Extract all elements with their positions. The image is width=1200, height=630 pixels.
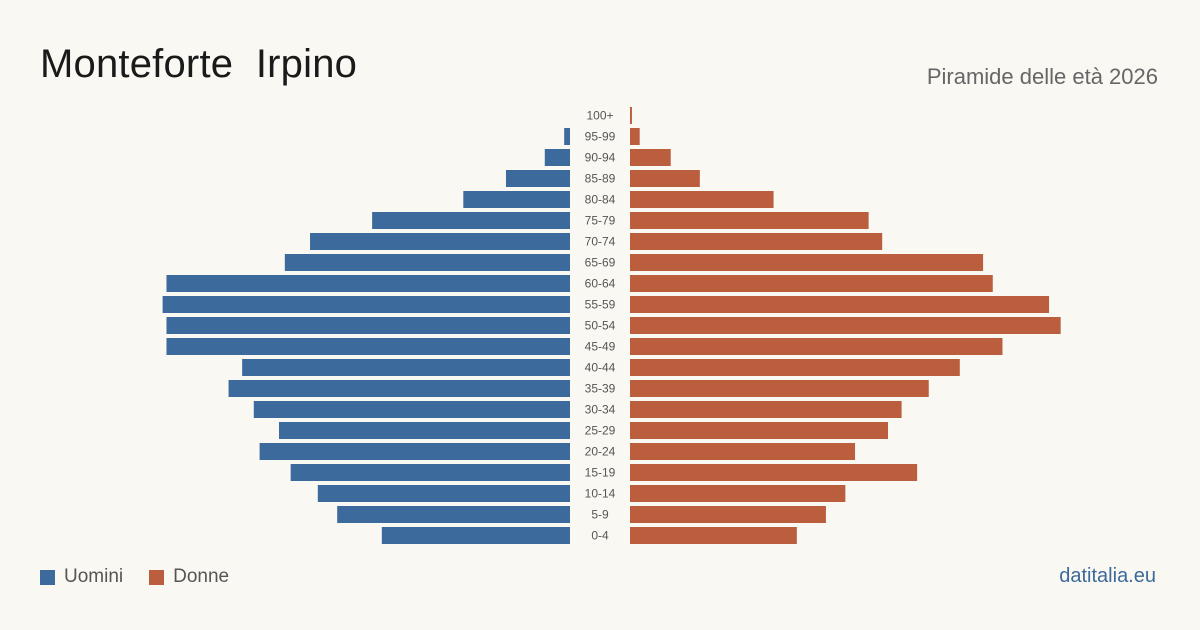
age-label-55-59: 55-59 — [585, 298, 616, 312]
bar-men-75-79 — [372, 212, 570, 229]
age-label-90-94: 90-94 — [585, 151, 616, 165]
legend-label-men: Uomini — [64, 566, 124, 587]
bar-men-65-69 — [284, 254, 570, 271]
legend-swatch-men — [40, 569, 55, 585]
bar-women-35-39 — [630, 380, 929, 397]
bar-men-80-84 — [463, 191, 570, 208]
bar-men-40-44 — [242, 359, 570, 376]
bar-women-85-89 — [630, 170, 700, 187]
bar-women-25-29 — [630, 422, 889, 439]
bar-women-45-49 — [630, 338, 1003, 355]
bar-women-75-79 — [630, 212, 869, 229]
bar-women-55-59 — [630, 296, 1050, 313]
bar-men-60-64 — [166, 275, 571, 292]
bar-women-100+ — [630, 107, 632, 124]
bar-women-30-34 — [630, 401, 902, 418]
bar-women-10-14 — [630, 485, 846, 502]
age-label-15-19: 15-19 — [585, 466, 616, 480]
bar-men-85-89 — [505, 170, 570, 187]
age-label-85-89: 85-89 — [585, 172, 616, 186]
bar-women-15-19 — [630, 464, 918, 481]
bar-men-25-29 — [279, 422, 570, 439]
legend-label-women: Donne — [173, 566, 230, 587]
age-label-60-64: 60-64 — [585, 277, 616, 291]
legend-item-men: Uomini — [40, 566, 123, 588]
bar-women-5-9 — [630, 506, 826, 523]
bar-men-95-99 — [564, 128, 570, 145]
age-label-5-9: 5-9 — [591, 508, 609, 522]
age-label-10-14: 10-14 — [585, 487, 616, 501]
age-label-25-29: 25-29 — [585, 424, 616, 438]
bar-women-90-94 — [630, 149, 671, 166]
age-label-100+: 100+ — [586, 109, 613, 123]
bar-men-10-14 — [317, 485, 570, 502]
age-label-45-49: 45-49 — [585, 340, 616, 354]
chart-title: Monteforte Irpino — [40, 42, 358, 86]
legend-swatch-women — [149, 569, 165, 585]
bar-men-20-24 — [259, 443, 570, 460]
bar-women-70-74 — [630, 233, 883, 250]
bar-men-45-49 — [166, 338, 571, 355]
age-label-40-44: 40-44 — [585, 361, 616, 375]
bar-women-0-4 — [630, 527, 797, 544]
bar-women-65-69 — [630, 254, 984, 271]
age-label-50-54: 50-54 — [585, 319, 616, 333]
age-label-0-4: 0-4 — [591, 529, 609, 543]
legend: Uomini Donne — [40, 566, 255, 588]
bar-men-50-54 — [166, 317, 571, 334]
bar-men-0-4 — [381, 527, 570, 544]
bar-women-60-64 — [630, 275, 993, 292]
bar-men-5-9 — [337, 506, 570, 523]
bar-men-90-94 — [544, 149, 570, 166]
bar-women-20-24 — [630, 443, 856, 460]
age-label-95-99: 95-99 — [585, 130, 616, 144]
bar-women-50-54 — [630, 317, 1061, 334]
bar-men-30-34 — [253, 401, 570, 418]
age-label-80-84: 80-84 — [585, 193, 616, 207]
legend-item-women: Donne — [149, 566, 229, 588]
bar-women-40-44 — [630, 359, 960, 376]
age-label-35-39: 35-39 — [585, 382, 616, 396]
age-label-30-34: 30-34 — [585, 403, 616, 417]
bar-men-70-74 — [310, 233, 570, 250]
source-link[interactable]: datitalia.eu — [1059, 565, 1156, 587]
age-label-65-69: 65-69 — [585, 256, 616, 270]
bar-men-35-39 — [228, 380, 570, 397]
age-label-75-79: 75-79 — [585, 214, 616, 228]
bar-women-95-99 — [630, 128, 640, 145]
chart-subtitle: Piramide delle età 2026 — [926, 64, 1158, 89]
bar-men-15-19 — [290, 464, 570, 481]
bar-women-80-84 — [630, 191, 774, 208]
bar-men-55-59 — [162, 296, 570, 313]
age-label-20-24: 20-24 — [585, 445, 616, 459]
age-label-70-74: 70-74 — [585, 235, 616, 249]
